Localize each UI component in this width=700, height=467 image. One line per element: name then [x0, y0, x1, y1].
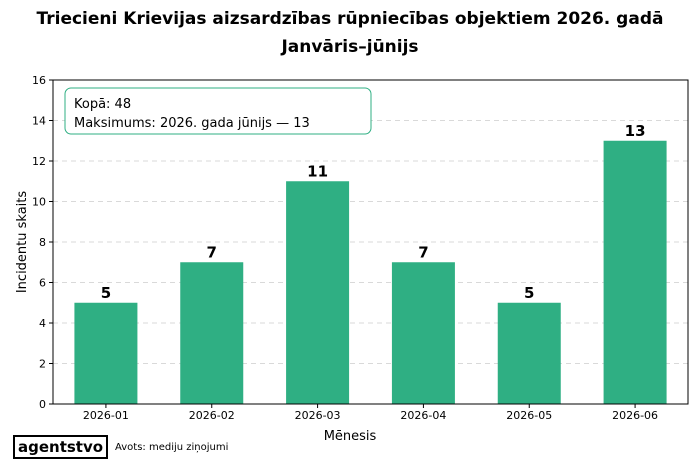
bar	[74, 302, 138, 404]
bar-value-label: 7	[418, 243, 428, 261]
bar	[286, 181, 350, 404]
x-tick-label: 2026-02	[189, 409, 235, 422]
x-tick-label: 2026-05	[506, 409, 552, 422]
y-tick-label: 4	[39, 317, 46, 330]
y-axis-label: Incidentu skaits	[15, 191, 30, 294]
x-tick-label: 2026-01	[83, 409, 129, 422]
bar-value-labels: 5 7 11 7 5 13	[101, 122, 646, 302]
source-note: Avots: mediju ziņojumi	[115, 442, 229, 453]
bar-value-label: 11	[307, 162, 328, 180]
y-axis-ticks: 0 2 4 6 8 10 12 14 16	[32, 74, 53, 411]
bar	[180, 262, 244, 404]
bars	[74, 140, 667, 404]
bar-value-label: 5	[101, 284, 111, 302]
bar	[603, 140, 667, 404]
bar-value-label: 13	[625, 122, 646, 140]
y-tick-label: 6	[39, 277, 46, 290]
y-tick-label: 2	[39, 358, 46, 371]
x-tick-label: 2026-04	[400, 409, 446, 422]
annotation-frame	[64, 87, 372, 135]
y-tick-label: 14	[32, 115, 46, 128]
y-tick-label: 8	[39, 236, 46, 249]
annotation-box: Kopā: 48 Maksimums: 2026. gada jūnijs — …	[64, 87, 372, 135]
chart-subtitle: Janvāris–jūnijs	[281, 37, 419, 57]
brand-logo: agentstvo	[13, 435, 109, 459]
plot-frame	[52, 79, 689, 405]
annotation-total: Kopā: 48	[74, 97, 131, 112]
x-axis-ticks: 2026-01 2026-02 2026-03 2026-04 2026-05 2026-…	[83, 404, 658, 422]
y-tick-label: 16	[32, 74, 46, 87]
bar	[497, 302, 561, 404]
x-axis-label: Mēnesis	[324, 429, 377, 444]
y-tick-label: 12	[32, 155, 46, 168]
chart-title: Triecieni Krievijas aizsardzības rūpniec…	[36, 9, 664, 29]
bar	[391, 262, 455, 404]
x-tick-label: 2026-03	[295, 409, 341, 422]
grid-lines	[53, 120, 688, 364]
bar-value-label: 5	[524, 284, 534, 302]
y-tick-label: 10	[32, 196, 46, 209]
x-tick-label: 2026-06	[612, 409, 658, 422]
y-tick-label: 0	[39, 398, 46, 411]
bar-value-label: 7	[207, 243, 217, 261]
annotation-max: Maksimums: 2026. gada jūnijs — 13	[74, 116, 310, 131]
